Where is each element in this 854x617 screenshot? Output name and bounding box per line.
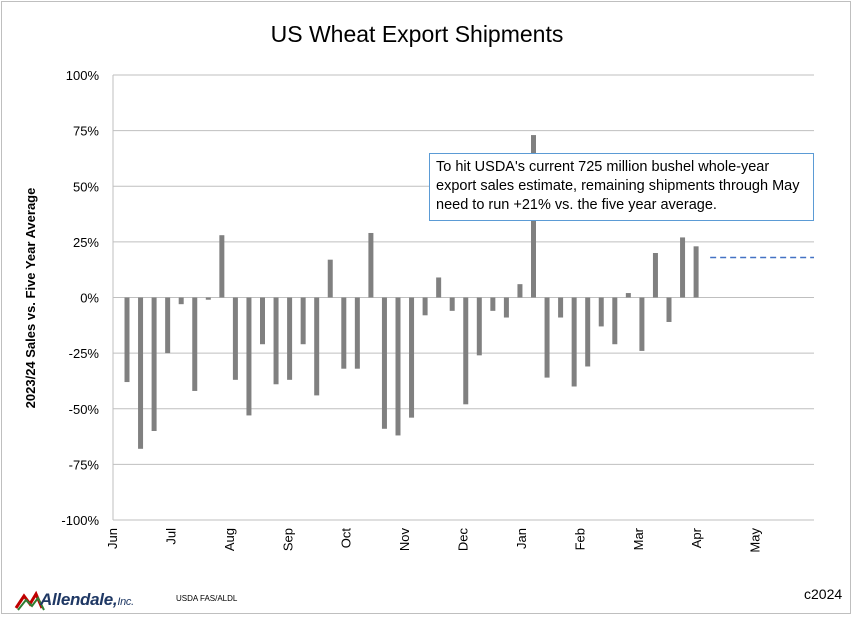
bar [693,246,699,298]
bar [341,297,347,369]
y-tick-label: -25% [69,346,100,361]
bar [490,297,496,311]
bar [192,297,198,391]
logo-mark-icon [14,590,44,609]
y-tick-labels: 100% 75% 50% 25% 0% -25% -50% -75% -100% [61,68,99,528]
y-axis-label: 2023/24 Sales vs. Five Year Average [23,188,38,409]
bar [476,297,482,356]
y-tick-label: -75% [69,457,100,472]
y-tick-label: 0% [80,291,99,306]
bar [368,232,374,298]
bar [273,297,279,385]
y-tick-label: 25% [73,235,99,250]
bar [178,297,184,305]
chart-title: US Wheat Export Shipments [271,21,564,47]
y-tick-label: -100% [61,513,99,528]
bar [287,297,293,380]
y-tick-label: 75% [73,124,99,139]
bar [463,297,469,405]
allendale-logo [14,590,45,611]
bar [246,297,252,416]
logo-text: Allendale,Inc. [40,590,134,610]
bar [395,297,401,436]
bar [585,297,591,367]
bar [219,235,225,298]
bar [449,297,455,311]
source-note: USDA FAS/ALDL [176,594,238,603]
bar [544,297,550,378]
x-tick-label: Mar [631,527,646,550]
bar [300,297,306,345]
annotation-box: To hit USDA's current 725 million bushel… [429,153,814,221]
bar [503,297,509,318]
bar [558,297,564,318]
x-tick-label: Oct [339,528,354,549]
bar [422,297,428,316]
bar [138,297,144,449]
bar [612,297,618,345]
bar [381,297,387,429]
bar [652,253,658,298]
bar [354,297,360,369]
bar [260,297,265,345]
bar [598,297,604,327]
x-tick-label: Jul [163,528,178,545]
x-tick-label: May [748,528,763,553]
x-tick-label: Feb [572,528,587,550]
x-tick-label: Nov [397,528,412,552]
bar [314,297,320,396]
bar [666,297,672,322]
x-tick-label: Dec [456,528,471,552]
x-tick-label: Apr [689,527,704,548]
bar [680,237,686,298]
bar [639,297,645,351]
y-tick-label: -50% [69,402,100,417]
bar [571,297,577,387]
x-tick-label: Jun [105,528,120,549]
logo-suffix: Inc. [117,596,134,608]
copyright: c2024 [804,586,843,602]
bar [409,297,415,418]
bar [124,297,130,383]
bar [517,284,523,298]
bar [205,297,211,300]
bar [327,259,333,298]
bar [165,297,171,354]
x-tick-label: Jan [514,528,529,549]
bar [625,293,631,298]
bar [151,297,157,431]
logo-name: Allendale, [40,590,118,609]
bar [436,277,442,298]
x-tick-label: Sep [280,528,295,551]
y-tick-label: 50% [73,179,99,194]
bar [232,297,238,380]
y-tick-label: 100% [66,68,100,83]
x-tick-labels: Jun Jul Aug Sep Oct Nov Dec Jan Feb Mar Apr May [105,527,763,552]
x-tick-label: Aug [222,528,237,551]
